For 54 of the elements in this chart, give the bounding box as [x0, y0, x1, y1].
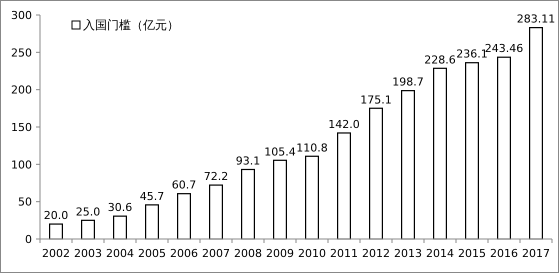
bar — [305, 156, 319, 240]
y-tick-label: 100 — [11, 158, 32, 172]
y-tick-label: 150 — [11, 121, 32, 134]
x-tick-label: 2012 — [362, 247, 390, 260]
bar — [81, 220, 95, 240]
data-label: 142.0 — [328, 118, 360, 131]
x-tick-label: 2015 — [458, 247, 486, 260]
y-tick-label: 0 — [25, 233, 32, 246]
bar — [145, 204, 159, 240]
bar — [433, 68, 447, 240]
bar — [497, 56, 511, 240]
data-label: 198.7 — [392, 76, 424, 89]
x-tick-label: 2009 — [266, 247, 294, 260]
bar — [369, 108, 383, 240]
bar — [177, 193, 191, 240]
x-tick-label: 2006 — [170, 247, 198, 260]
data-label: 93.1 — [236, 154, 260, 168]
bar — [465, 62, 479, 240]
data-label: 45.7 — [140, 190, 164, 203]
bar — [401, 90, 415, 240]
y-tick-label: 50 — [18, 196, 32, 209]
x-tick-label: 2008 — [234, 247, 262, 260]
y-tick-label: 250 — [11, 46, 32, 60]
x-tick-label: 2010 — [298, 247, 326, 260]
bar — [241, 168, 255, 240]
data-label: 60.7 — [172, 178, 196, 192]
data-label: 25.0 — [76, 205, 100, 218]
y-tick-label: 300 — [11, 9, 32, 22]
data-label: 110.8 — [296, 141, 328, 154]
bar — [273, 160, 287, 240]
x-tick-label: 2005 — [138, 247, 166, 260]
x-tick-label: 2011 — [330, 247, 358, 260]
x-tick-label: 2004 — [106, 247, 134, 260]
data-label: 228.6 — [424, 53, 456, 66]
data-label: 30.6 — [108, 201, 132, 214]
bar — [113, 216, 127, 240]
y-tick-label: 200 — [11, 84, 32, 97]
data-label: 283.11 — [516, 12, 556, 26]
x-tick-label: 2014 — [426, 247, 454, 260]
bar — [49, 223, 63, 240]
x-tick-label: 2003 — [74, 247, 102, 260]
legend-label: 入国门槛（亿元） — [83, 18, 179, 32]
bar — [337, 132, 351, 240]
data-label: 20.0 — [44, 209, 68, 222]
x-tick-label: 2016 — [490, 247, 518, 260]
bar — [529, 27, 543, 240]
data-label: 72.2 — [204, 170, 228, 184]
x-tick-label: 2013 — [394, 247, 422, 260]
x-tick-label: 2007 — [202, 247, 230, 260]
data-label: 175.1 — [360, 93, 392, 106]
data-label: 105.4 — [264, 145, 296, 158]
bar — [209, 184, 223, 240]
x-tick-label: 2017 — [522, 247, 550, 260]
x-tick-label: 2002 — [42, 247, 70, 260]
